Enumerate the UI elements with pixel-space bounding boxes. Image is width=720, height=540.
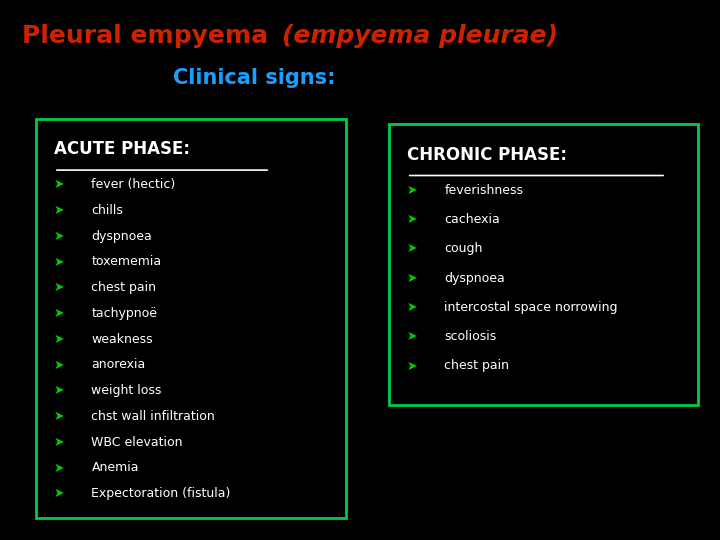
Text: cough: cough	[444, 242, 482, 255]
Text: ➤: ➤	[54, 410, 65, 423]
Text: chills: chills	[91, 204, 123, 217]
Text: Anemia: Anemia	[91, 462, 139, 475]
Text: ➤: ➤	[54, 384, 65, 397]
Text: ➤: ➤	[54, 359, 65, 372]
Text: fever (hectic): fever (hectic)	[91, 178, 176, 191]
Text: Clinical signs:: Clinical signs:	[173, 68, 336, 87]
Text: ➤: ➤	[407, 330, 418, 343]
Text: ➤: ➤	[407, 242, 418, 255]
Text: Pleural empyema: Pleural empyema	[22, 24, 277, 48]
Text: ➤: ➤	[54, 230, 65, 242]
Text: tachypnoë: tachypnoë	[91, 307, 158, 320]
Text: ➤: ➤	[54, 255, 65, 268]
Text: ➤: ➤	[407, 213, 418, 226]
Text: ➤: ➤	[54, 436, 65, 449]
Text: weakness: weakness	[91, 333, 153, 346]
Text: cachexia: cachexia	[444, 213, 500, 226]
Text: feverishness: feverishness	[444, 184, 523, 197]
Text: (empyema pleurae): (empyema pleurae)	[282, 24, 558, 48]
Text: Expectoration (fistula): Expectoration (fistula)	[91, 487, 231, 500]
Text: ➤: ➤	[407, 184, 418, 197]
Text: chst wall infiltration: chst wall infiltration	[91, 410, 215, 423]
Text: ➤: ➤	[54, 204, 65, 217]
Text: ➤: ➤	[54, 333, 65, 346]
Text: ➤: ➤	[54, 178, 65, 191]
Text: ➤: ➤	[54, 281, 65, 294]
Text: dyspnoea: dyspnoea	[91, 230, 152, 242]
Text: ➤: ➤	[54, 307, 65, 320]
Text: weight loss: weight loss	[91, 384, 162, 397]
Text: scoliosis: scoliosis	[444, 330, 497, 343]
Text: ➤: ➤	[54, 487, 65, 500]
Text: chest pain: chest pain	[444, 360, 509, 373]
Text: ACUTE PHASE:: ACUTE PHASE:	[54, 140, 190, 158]
Text: CHRONIC PHASE:: CHRONIC PHASE:	[407, 146, 567, 164]
Text: dyspnoea: dyspnoea	[444, 272, 505, 285]
Text: ➤: ➤	[54, 462, 65, 475]
FancyBboxPatch shape	[389, 124, 698, 405]
Text: intercostal space norrowing: intercostal space norrowing	[444, 301, 618, 314]
Text: ➤: ➤	[407, 301, 418, 314]
Text: ➤: ➤	[407, 272, 418, 285]
Text: anorexia: anorexia	[91, 359, 145, 372]
Text: toxememia: toxememia	[91, 255, 161, 268]
FancyBboxPatch shape	[36, 119, 346, 518]
Text: chest pain: chest pain	[91, 281, 156, 294]
Text: ➤: ➤	[407, 360, 418, 373]
Text: WBC elevation: WBC elevation	[91, 436, 183, 449]
